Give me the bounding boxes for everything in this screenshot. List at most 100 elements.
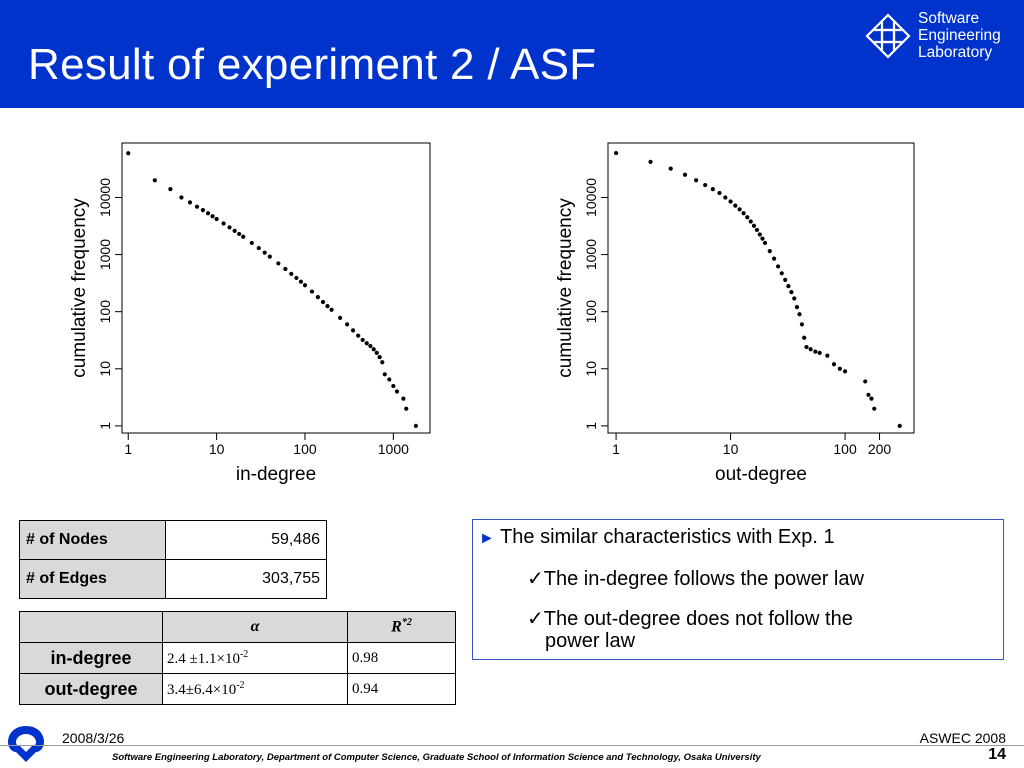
finding-point-text: The out-degree does not follow the: [543, 608, 853, 630]
y-tick-label: 10: [583, 361, 599, 377]
data-point: [302, 283, 308, 288]
data-point: [802, 335, 807, 340]
data-point: [294, 275, 299, 281]
in-degree-label: in-degree: [19, 642, 163, 674]
data-point: [717, 190, 722, 196]
data-point: [757, 232, 762, 237]
data-point: [751, 223, 757, 228]
y-tick-label: 1: [97, 422, 113, 430]
in-degree-chart-svg: 1 10 100 1000 1 10 100 1000 10000 in-degree cumula…: [69, 142, 431, 485]
data-point: [168, 187, 173, 192]
footer-conference: ASWEC 2008: [919, 730, 1006, 746]
data-point: [797, 312, 802, 317]
empty-header-cell: [19, 611, 163, 643]
out-degree-alpha: 3.4±6.4×10-2: [162, 673, 348, 705]
data-point: [737, 207, 742, 212]
data-point: [783, 277, 788, 283]
data-point: [728, 199, 733, 204]
data-point: [754, 227, 760, 233]
data-point: [648, 159, 653, 164]
data-point: [338, 315, 343, 320]
data-point: [869, 396, 874, 401]
data-point: [237, 231, 242, 237]
out-degree-chart: 1 10 100 200 1 10 100 1000 10000 out-degree cumula…: [555, 142, 915, 485]
data-point: [187, 200, 193, 205]
data-point: [262, 250, 267, 255]
edges-label: # of Edges: [19, 559, 166, 599]
table-row: out-degree 3.4±6.4×10-2 0.94: [19, 673, 456, 705]
footer-divider: [0, 745, 1024, 746]
graph-size-table: # of Nodes 59,486 # of Edges 303,755: [19, 520, 327, 599]
y-tick-label: 10000: [97, 178, 113, 217]
in-degree-r2: 0.98: [347, 642, 456, 674]
data-point: [368, 343, 373, 349]
in-degree-alpha-text: 2.4 ±1.1×10: [167, 650, 240, 667]
out-degree-chart-svg: 1 10 100 200 1 10 100 1000 10000 out-degree cumula…: [555, 142, 915, 485]
data-point: [710, 187, 715, 192]
data-point: [817, 350, 822, 355]
data-point: [772, 256, 777, 261]
x-axis-label: in-degree: [236, 464, 316, 485]
logo-line-engineering: Engineering: [918, 27, 1001, 44]
data-point: [249, 240, 254, 246]
data-point: [733, 203, 738, 208]
data-point: [315, 294, 320, 300]
r2-header-text: R: [391, 618, 402, 636]
nodes-value: 59,486: [165, 520, 327, 560]
out-degree-alpha-exp: -2: [236, 679, 245, 691]
data-point: [404, 406, 409, 411]
data-point: [789, 290, 794, 295]
data-point: [762, 240, 768, 246]
data-point: [360, 337, 365, 343]
finding-heading: ► The similar characteristics with Exp. …: [479, 526, 835, 549]
data-point: [760, 236, 765, 241]
finding-point: ✓The in-degree follows the power law: [527, 566, 864, 591]
lab-logo-icon: [865, 13, 911, 59]
data-point: [825, 353, 830, 358]
power-law-fit-table: α R*2 in-degree 2.4 ±1.1×10-2 0.98 out-d…: [19, 611, 456, 705]
data-point: [703, 182, 708, 188]
plot-frame: [121, 142, 431, 434]
data-point: [364, 341, 369, 346]
table-row: in-degree 2.4 ±1.1×10-2 0.98: [19, 642, 456, 674]
data-point: [682, 172, 688, 177]
y-tick-label: 1: [583, 422, 599, 430]
data-point: [863, 379, 868, 384]
out-degree-r2: 0.94: [347, 673, 456, 705]
data-point: [872, 406, 877, 411]
y-axis-label: cumulative frequency: [69, 198, 90, 378]
r2-header-sup: *2: [401, 617, 412, 629]
data-point: [329, 307, 334, 312]
data-point: [401, 396, 406, 401]
x-tick-label: 1: [612, 441, 620, 457]
data-point: [221, 221, 226, 226]
lab-logo: Software Engineering Laboratory: [864, 10, 1024, 66]
y-tick-label: 100: [97, 300, 113, 324]
data-point: [866, 392, 871, 397]
logo-line-laboratory: Laboratory: [918, 44, 993, 61]
data-point: [374, 350, 379, 355]
data-point: [325, 304, 330, 309]
university-logo-icon: [8, 726, 44, 762]
data-point: [837, 366, 842, 371]
data-point: [356, 333, 361, 338]
data-point: [345, 322, 350, 327]
data-point: [792, 296, 797, 301]
finding-heading-text: The similar characteristics with Exp. 1: [500, 526, 835, 548]
r2-header: R*2: [347, 611, 456, 643]
x-tick-label: 10: [209, 441, 225, 457]
data-point: [241, 234, 246, 239]
alpha-header: α: [162, 611, 348, 643]
data-point: [394, 389, 400, 394]
data-point: [808, 347, 813, 352]
data-point: [897, 423, 902, 428]
page-number: 14: [988, 746, 1006, 763]
footer-organization: Software Engineering Laboratory, Departm…: [112, 752, 761, 763]
x-tick-label: 200: [868, 441, 892, 457]
x-tick-label: 10: [723, 441, 739, 457]
check-icon: ✓: [527, 608, 544, 630]
data-point: [371, 347, 376, 352]
y-axis-label: cumulative frequency: [555, 198, 576, 378]
data-point: [283, 266, 288, 272]
data-point: [276, 261, 281, 266]
